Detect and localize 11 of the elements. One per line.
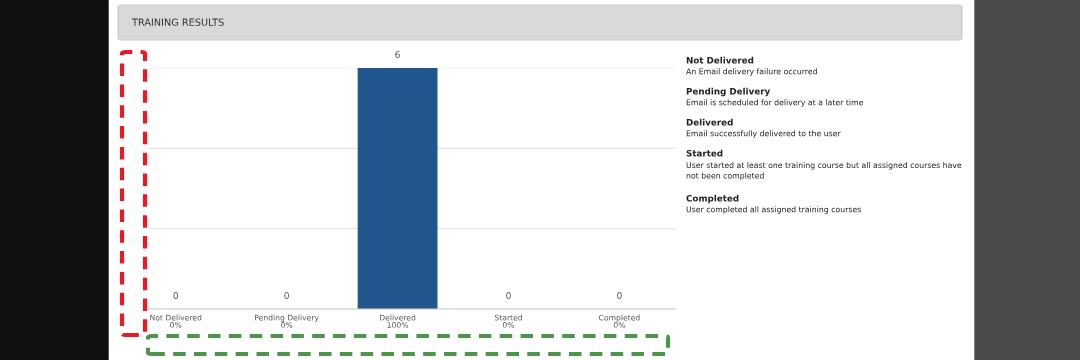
text: Completed — [686, 194, 739, 204]
chart-title: TRAINING RESULTS — [131, 18, 224, 26]
data-label: 6 — [395, 51, 400, 58]
text: Not Delivered — [686, 56, 754, 64]
data-label: 0 — [284, 292, 289, 299]
text: Started — [686, 149, 723, 157]
data-label: 0 — [506, 292, 511, 299]
text: Pending Delivery — [686, 87, 771, 97]
text: Delivered — [686, 118, 733, 126]
data-label: 0 — [617, 292, 622, 299]
data-label: 0 — [173, 292, 178, 299]
